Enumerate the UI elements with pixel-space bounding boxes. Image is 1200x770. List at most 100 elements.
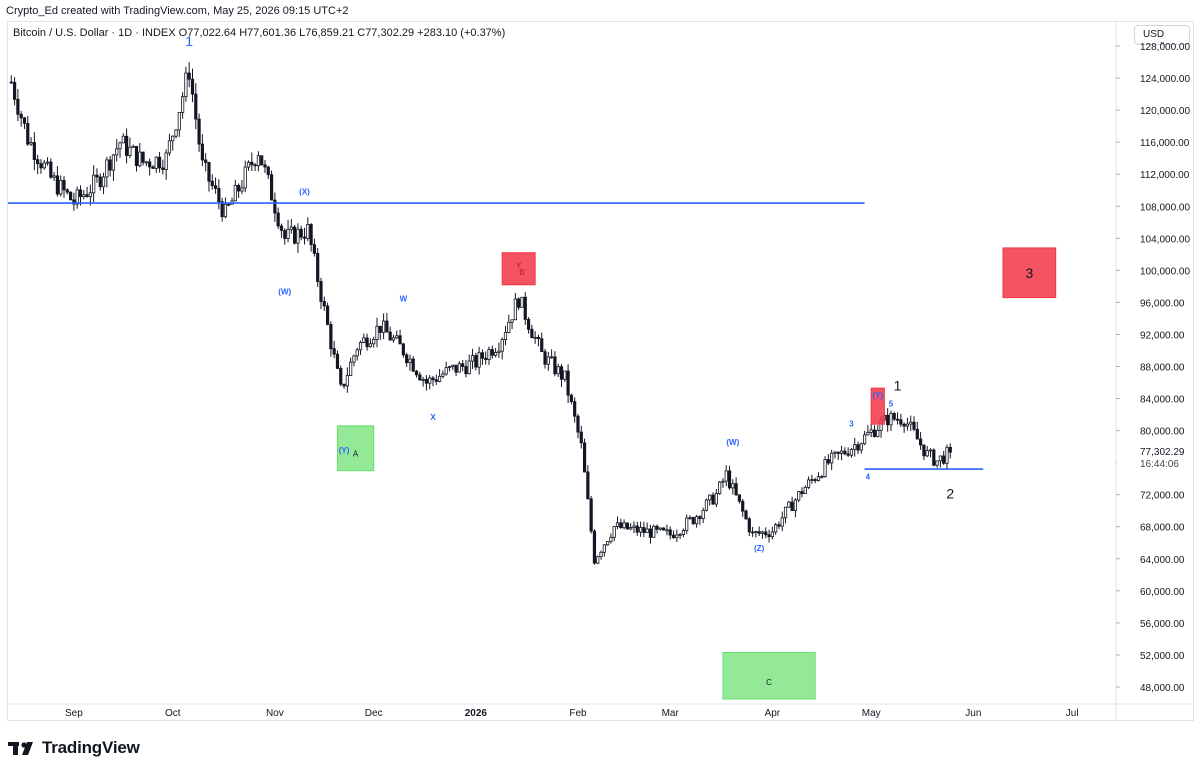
candle-up bbox=[306, 224, 310, 239]
candle-down bbox=[398, 335, 402, 345]
candle-down bbox=[582, 442, 587, 473]
candle-down bbox=[592, 530, 597, 564]
candle-down bbox=[299, 228, 303, 238]
candle-up bbox=[240, 187, 244, 192]
candle-down bbox=[237, 184, 241, 192]
candle-down bbox=[85, 194, 89, 197]
candle-up bbox=[806, 479, 811, 488]
candle-up bbox=[718, 481, 722, 494]
candle-up bbox=[362, 337, 366, 343]
candle-down bbox=[490, 349, 494, 356]
symbol-legend[interactable]: Bitcoin / U.S. Dollar · 1D · INDEX O77,0… bbox=[13, 27, 506, 39]
candle-down bbox=[273, 199, 277, 214]
candle-down bbox=[886, 414, 890, 426]
candle-up bbox=[909, 421, 913, 425]
candle-up bbox=[467, 360, 471, 375]
candle-down bbox=[767, 534, 771, 538]
candle-down bbox=[461, 363, 465, 367]
wave-label: 1 bbox=[894, 378, 902, 394]
candle-down bbox=[65, 189, 69, 193]
candle-up bbox=[375, 325, 379, 340]
candle-down bbox=[68, 191, 73, 201]
last-price-label: 77,302.29 bbox=[1140, 447, 1185, 458]
candle-down bbox=[915, 428, 919, 440]
candle-down bbox=[777, 524, 781, 527]
wave-label: 5 bbox=[889, 400, 894, 409]
candle-down bbox=[586, 471, 590, 500]
candle-up bbox=[82, 194, 86, 198]
x-tick-label: Nov bbox=[266, 708, 284, 719]
candle-down bbox=[217, 188, 221, 203]
candle-down bbox=[378, 325, 382, 333]
candle-up bbox=[29, 142, 33, 145]
tradingview-logo[interactable]: TradingView bbox=[8, 737, 140, 759]
candle-up bbox=[286, 229, 290, 239]
candle-up bbox=[497, 350, 501, 353]
candle-up bbox=[500, 339, 504, 352]
candle-down bbox=[474, 355, 478, 368]
candle-down bbox=[414, 370, 419, 376]
candle-up bbox=[935, 460, 939, 466]
candle-down bbox=[424, 379, 429, 384]
candle-up bbox=[444, 367, 448, 375]
y-tick-label: 100,000.00 bbox=[1140, 266, 1190, 277]
candle-up bbox=[368, 343, 373, 348]
candle-down bbox=[540, 338, 544, 353]
candle-up bbox=[408, 358, 412, 364]
candle-up bbox=[774, 524, 778, 533]
candle-up bbox=[296, 228, 300, 244]
candle-up bbox=[546, 356, 550, 365]
candle-up bbox=[754, 531, 758, 534]
y-tick-label: 128,000.00 bbox=[1140, 42, 1190, 53]
y-tick-label: 56,000.00 bbox=[1140, 619, 1185, 630]
y-tick-label: 60,000.00 bbox=[1140, 587, 1185, 598]
candle-down bbox=[662, 527, 666, 531]
candle-down bbox=[9, 81, 13, 84]
x-tick-label: Jul bbox=[1066, 708, 1079, 719]
candle-down bbox=[872, 429, 877, 437]
candle-down bbox=[573, 401, 577, 417]
chevron-down-icon: ⌄ bbox=[1159, 37, 1166, 46]
x-tick-label: Oct bbox=[165, 708, 181, 719]
candle-down bbox=[72, 199, 76, 205]
candle-up bbox=[441, 373, 445, 377]
y-tick-label: 72,000.00 bbox=[1140, 491, 1185, 502]
candle-up bbox=[174, 129, 178, 137]
wave-label: (Z) bbox=[754, 544, 765, 553]
candle-down bbox=[757, 531, 761, 534]
candle-up bbox=[171, 135, 175, 142]
candle-down bbox=[431, 377, 435, 381]
candle-up bbox=[724, 470, 728, 482]
candle-up bbox=[355, 349, 359, 357]
candle-up bbox=[629, 527, 633, 530]
y-tick-label: 88,000.00 bbox=[1140, 363, 1185, 374]
y-tick-label: 116,000.00 bbox=[1140, 138, 1190, 149]
candle-up bbox=[428, 377, 432, 384]
candle-down bbox=[401, 343, 405, 356]
candle-down bbox=[899, 419, 903, 425]
candle-down bbox=[197, 118, 201, 145]
candle-up bbox=[233, 184, 237, 202]
candle-up bbox=[866, 432, 870, 436]
candle-up bbox=[678, 533, 682, 536]
candle-up bbox=[853, 444, 857, 450]
candle-down bbox=[579, 431, 583, 444]
candle-up bbox=[869, 429, 873, 433]
candle-down bbox=[16, 98, 20, 115]
candle-up bbox=[42, 162, 46, 169]
currency-selector[interactable]: USD ⌄ bbox=[1134, 25, 1190, 46]
candle-up bbox=[658, 527, 662, 530]
x-tick-label: Mar bbox=[662, 708, 680, 719]
candle-down bbox=[530, 328, 534, 339]
y-tick-label: 112,000.00 bbox=[1140, 170, 1190, 181]
candle-down bbox=[148, 161, 152, 168]
y-tick-label: 124,000.00 bbox=[1140, 74, 1190, 85]
candle-down bbox=[919, 438, 923, 446]
candle-down bbox=[747, 518, 751, 533]
y-tick-label: 68,000.00 bbox=[1140, 523, 1185, 534]
candle-down bbox=[194, 93, 198, 120]
candle-down bbox=[141, 151, 145, 163]
candle-down bbox=[737, 494, 742, 502]
candle-down bbox=[36, 159, 40, 165]
